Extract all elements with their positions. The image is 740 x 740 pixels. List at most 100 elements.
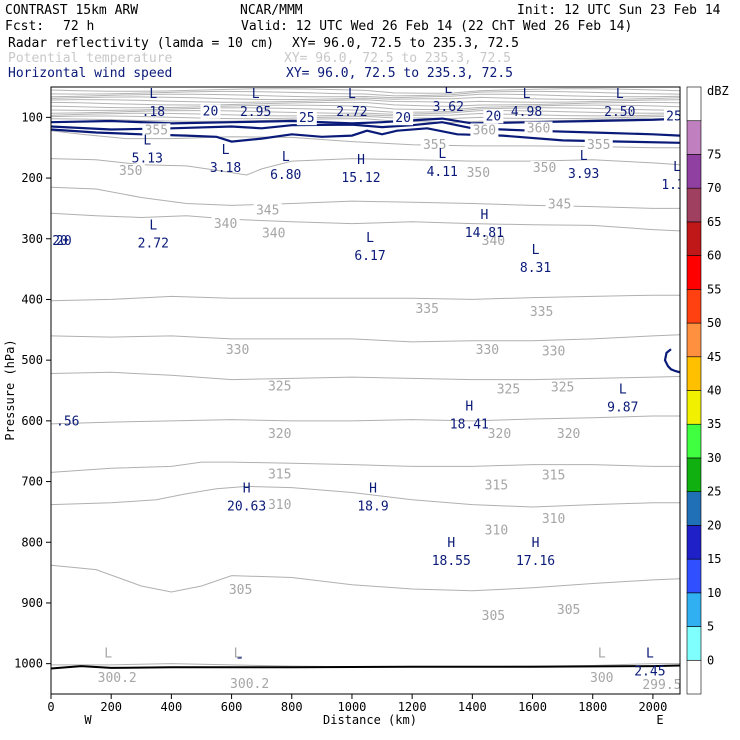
colorbar-swatch [686, 120, 702, 155]
stratosphere-theta-line [51, 90, 680, 97]
theta-label-bg [548, 380, 577, 395]
x-tick-label: 200 [100, 700, 122, 714]
wind-label-bg [663, 109, 680, 124]
extremum-type-faint: L [598, 647, 606, 662]
edge-label: 20 [56, 234, 72, 249]
colorbar-swatch [686, 491, 702, 526]
theta-label: 360 [527, 122, 550, 137]
extremum-value: .18 [142, 105, 165, 120]
colorbar-label: 50 [707, 316, 721, 330]
theta-label: 310 [485, 523, 508, 538]
field-reflectivity: Radar reflectivity (lamda = 10 cm) [8, 36, 274, 51]
colorbar-label: 10 [707, 586, 721, 600]
theta-label-bg [482, 478, 511, 493]
extremum-value: 18.41 [450, 418, 489, 433]
theta-label: 335 [415, 302, 438, 317]
stratosphere-theta-line [51, 96, 680, 101]
ground-line [51, 656, 680, 670]
colorbar-label: 25 [707, 485, 721, 499]
colorbar-label: 65 [707, 215, 721, 229]
theta-label-bg [587, 670, 616, 685]
extremum-type: H [480, 208, 488, 223]
theta-label-bg [539, 511, 568, 526]
extremum-type: H [447, 536, 455, 551]
init-time: Init: 12 UTC Sun 23 Feb 14 [517, 3, 721, 18]
stratosphere-theta-line [51, 107, 680, 113]
extremum-value: 14.81 [465, 226, 504, 241]
colorbar-swatch [686, 525, 702, 560]
colorbar-label: 0 [707, 653, 714, 667]
colorbar-swatch [686, 659, 702, 695]
extremum-type: L [143, 134, 151, 149]
extremum-type: L [646, 647, 654, 662]
theta-label: 315 [542, 469, 565, 484]
theta-label: 320 [557, 427, 580, 442]
stratosphere-theta-line [51, 99, 680, 103]
theta-label-bg [265, 467, 294, 482]
colorbar-swatch [686, 221, 702, 256]
edge-label: .56 [56, 415, 79, 430]
colorbar-swatch [686, 289, 702, 324]
wind-contour-20 [51, 127, 680, 144]
extremum-type: L [348, 87, 356, 102]
theta-contour-305 [51, 564, 680, 593]
fcst-label: Fcst: [5, 19, 44, 34]
extremum-value: 4.98 [511, 105, 542, 120]
wind-label: 20 [486, 109, 502, 124]
theta-label: 320 [488, 427, 511, 442]
y-tick-label: 100 [21, 110, 43, 124]
stratosphere-theta-line [51, 112, 680, 117]
wind-label-bg [296, 111, 317, 126]
theta-label-bg [142, 123, 171, 138]
theta-label: 305 [229, 583, 252, 598]
theta-label-bg [253, 203, 282, 218]
theta-contour-315 [51, 461, 680, 473]
theta-label-bg [413, 301, 442, 316]
theta-label-bg [554, 602, 583, 617]
theta-label: 330 [542, 344, 565, 359]
colorbar-label: 15 [707, 552, 721, 566]
theta-contour-350 [51, 158, 680, 176]
wind-label-bg [483, 109, 504, 124]
extremum-value: 2.95 [240, 105, 271, 120]
extremum-value: 3.93 [568, 167, 599, 182]
theta-label-bg [464, 165, 493, 180]
valid-time: Valid: 12 UTC Wed 26 Feb 14 (22 ChT Wed … [241, 19, 632, 34]
theta-label: 355 [423, 138, 446, 153]
x-tick-label: 1200 [398, 700, 427, 714]
extremum-type-faint: L [234, 647, 242, 662]
colorbar-swatch [686, 592, 702, 627]
theta-label-bg [639, 678, 680, 693]
extremum-value: 2.72 [138, 237, 169, 252]
theta-label: 315 [268, 468, 291, 483]
theta-label: 305 [557, 603, 580, 618]
theta-label-bg [265, 426, 294, 441]
colorbar-swatch [686, 356, 702, 391]
extremum-value: 6.17 [354, 249, 385, 264]
extremum-type: L [616, 87, 624, 102]
extremum-type: L [438, 147, 446, 162]
colorbar-swatch [686, 558, 702, 594]
plot-frame [50, 86, 681, 695]
extremum-type: L [532, 243, 540, 258]
extremum-type: L [149, 87, 157, 102]
stratosphere-theta-line [51, 104, 680, 111]
theta-label: 299.5 [642, 678, 681, 693]
stratosphere-theta-line [51, 93, 680, 99]
colorbar-swatch [686, 390, 702, 425]
x-end-right: E [656, 713, 663, 727]
theta-label-bg [485, 426, 514, 441]
y-tick-label: 800 [21, 535, 43, 549]
axes: 100 200 300 400 500 600 700 800 900 1000 0 200 400 60… [14, 110, 667, 714]
theta-contour-320 [51, 415, 680, 425]
theta-label: 355 [587, 138, 610, 153]
extremum-type: H [243, 482, 251, 497]
theta-label: 350 [119, 164, 142, 179]
extremum-type: L [619, 383, 627, 398]
wind-label: 20 [52, 234, 68, 249]
theta-label-bg [226, 582, 255, 597]
extremum-type: L [673, 160, 681, 175]
y-tick-label: 200 [21, 171, 43, 185]
theta-label: 305 [482, 609, 505, 624]
theta-label-bg [545, 197, 574, 212]
